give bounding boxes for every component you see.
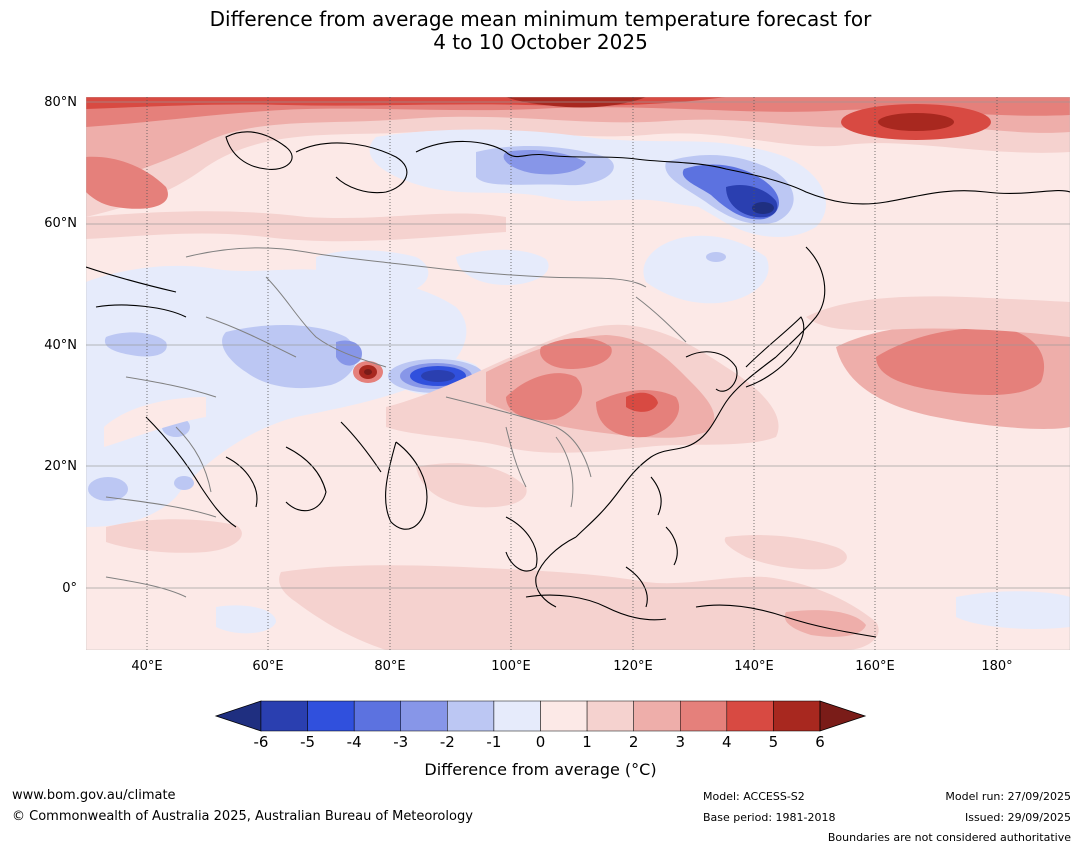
arctic-warm-anomaly bbox=[86, 97, 1070, 242]
colorbar-tick-label: -6 bbox=[253, 733, 269, 751]
model-name: Model: ACCESS-S2 bbox=[703, 790, 805, 803]
title-line-1: Difference from average mean minimum tem… bbox=[209, 7, 872, 31]
temperature-anomaly-map bbox=[86, 97, 1070, 650]
colorbar-tick-label: 5 bbox=[768, 733, 779, 751]
colorbar-cell bbox=[307, 700, 355, 732]
title-line-2: 4 to 10 October 2025 bbox=[433, 30, 648, 54]
colorbar-label-unit: °C bbox=[631, 760, 651, 779]
colorbar-cell bbox=[400, 700, 448, 732]
grid-lines bbox=[86, 97, 1070, 650]
website-link[interactable]: www.bom.gov.au/climate bbox=[12, 788, 176, 803]
colorbar-tick-label: 4 bbox=[722, 733, 732, 751]
colorbar-tick-label: 1 bbox=[582, 733, 592, 751]
colorbar-tick-label: 3 bbox=[675, 733, 686, 751]
copyright-text: © Commonwealth of Australia 2025, Austra… bbox=[12, 809, 473, 824]
lon-label-140e: 140°E bbox=[734, 659, 774, 674]
colorbar-label-suffix: ) bbox=[650, 760, 657, 779]
lat-label-20n: 20°N bbox=[44, 459, 77, 474]
colorbar-tick-label: -2 bbox=[439, 733, 455, 751]
colorbar-cell bbox=[353, 700, 401, 732]
colorbar-cell bbox=[633, 700, 681, 732]
colorbar-tick-label: 6 bbox=[815, 733, 825, 751]
base-period: Base period: 1981-2018 bbox=[703, 811, 836, 824]
lat-label-40n: 40°N bbox=[44, 338, 77, 353]
lon-label-40e: 40°E bbox=[131, 659, 163, 674]
colorbar-tick-label: 2 bbox=[628, 733, 639, 751]
colorbar-tick-label: 0 bbox=[535, 733, 546, 751]
colorbar-cell bbox=[680, 700, 728, 732]
colorbar-cell bbox=[260, 700, 308, 732]
lon-label-120e: 120°E bbox=[613, 659, 653, 674]
colorbar-tick-label: -1 bbox=[486, 733, 502, 751]
colorbar-cell bbox=[447, 700, 495, 732]
colorbar-tick-label: -4 bbox=[346, 733, 362, 751]
lon-label-100e: 100°E bbox=[491, 659, 531, 674]
lon-label-180: 180° bbox=[981, 659, 1013, 674]
colorbar-extend-low bbox=[214, 700, 262, 732]
colorbar-label-prefix: Difference from average ( bbox=[424, 760, 632, 779]
lon-label-80e: 80°E bbox=[374, 659, 406, 674]
lat-label-equator: 0° bbox=[62, 581, 77, 596]
lat-label-60n: 60°N bbox=[44, 216, 77, 231]
east-asia-warm-anomaly bbox=[386, 296, 1070, 508]
country-borders bbox=[105, 247, 687, 598]
colorbar-tick-label: -5 bbox=[300, 733, 316, 751]
lat-label-80n: 80°N bbox=[44, 95, 77, 110]
colorbar-cell bbox=[773, 700, 821, 732]
colorbar-cell bbox=[586, 700, 634, 732]
issued-date: Issued: 29/09/2025 bbox=[964, 811, 1071, 824]
map-title: Difference from average mean minimum tem… bbox=[0, 8, 1081, 54]
colorbar-tick-label: -3 bbox=[393, 733, 409, 751]
colorbar-cell bbox=[493, 700, 541, 732]
colorbar-cell bbox=[540, 700, 588, 732]
lon-label-160e: 160°E bbox=[855, 659, 895, 674]
colorbar-extend-high bbox=[819, 700, 867, 732]
coastlines bbox=[86, 131, 1070, 638]
colorbar-label: Difference from average (°C) bbox=[0, 760, 1081, 779]
model-run-date: Model run: 27/09/2025 bbox=[945, 790, 1071, 803]
colorbar bbox=[214, 700, 867, 732]
boundaries-disclaimer: Boundaries are not considered authoritat… bbox=[827, 831, 1071, 844]
equatorial-anomalies bbox=[106, 519, 879, 650]
lon-label-60e: 60°E bbox=[252, 659, 284, 674]
colorbar-cell bbox=[726, 700, 774, 732]
